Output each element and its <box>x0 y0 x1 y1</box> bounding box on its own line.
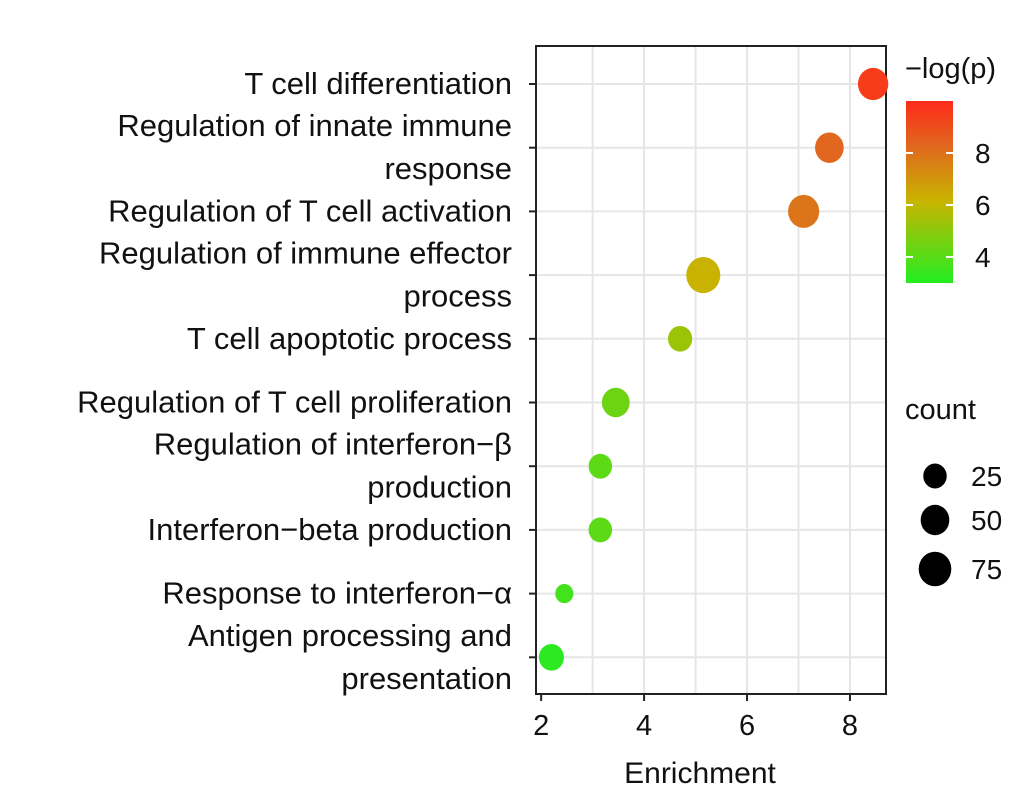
category-label: Regulation of T cell proliferation <box>77 385 512 420</box>
data-point <box>588 517 613 543</box>
color-legend-title: −log(p) <box>905 53 996 85</box>
x-tick-label: 2 <box>533 710 549 742</box>
category-label: T cell differentiation <box>244 66 512 101</box>
category-label: presentation <box>341 661 512 696</box>
data-point <box>686 257 721 294</box>
color-legend-ticks: 4 6 8 <box>906 138 991 273</box>
size-legend-label: 25 <box>971 461 1002 492</box>
category-label: Interferon−beta production <box>147 512 512 547</box>
size-legend-dot <box>923 463 947 489</box>
size-legend-dot <box>920 504 950 536</box>
x-tick-label: 4 <box>636 710 652 742</box>
category-label: process <box>403 279 512 314</box>
data-point <box>588 453 613 479</box>
data-point <box>815 132 844 163</box>
category-label: Regulation of T cell activation <box>108 193 512 228</box>
data-point <box>668 325 693 352</box>
x-tick-labels: 2 4 6 8 <box>533 710 858 742</box>
category-label: T cell apoptotic process <box>187 321 512 356</box>
color-legend-label: 4 <box>975 242 991 273</box>
x-axis-title: Enrichment <box>624 757 776 785</box>
data-point <box>601 387 630 418</box>
data-point <box>788 194 820 228</box>
color-legend-label: 8 <box>975 138 991 169</box>
color-legend-label: 6 <box>975 190 991 221</box>
size-legend-label: 50 <box>971 505 1002 536</box>
category-label: response <box>384 151 512 186</box>
x-tick-label: 6 <box>739 710 755 742</box>
data-point <box>555 584 574 604</box>
size-legend-label: 75 <box>971 554 1002 585</box>
category-label: production <box>367 470 512 505</box>
data-point <box>857 67 889 101</box>
y-category-labels: T cell differentiation Regulation of inna… <box>77 66 512 696</box>
axis-ticks <box>529 83 851 701</box>
color-legend-bar <box>906 101 953 283</box>
category-label: Antigen processing and <box>188 618 512 653</box>
size-legend-dot <box>918 551 952 587</box>
x-tick-label: 8 <box>842 710 858 742</box>
category-label: Regulation of interferon−β <box>154 427 512 462</box>
category-label: Regulation of innate immune <box>117 108 512 143</box>
data-point <box>538 643 565 671</box>
size-legend-title: count <box>905 394 976 426</box>
size-legend: 25 50 75 <box>918 461 1002 587</box>
category-label: Response to interferon−α <box>162 576 512 611</box>
data-points <box>538 67 889 671</box>
category-label: Regulation of immune effector <box>99 236 512 271</box>
